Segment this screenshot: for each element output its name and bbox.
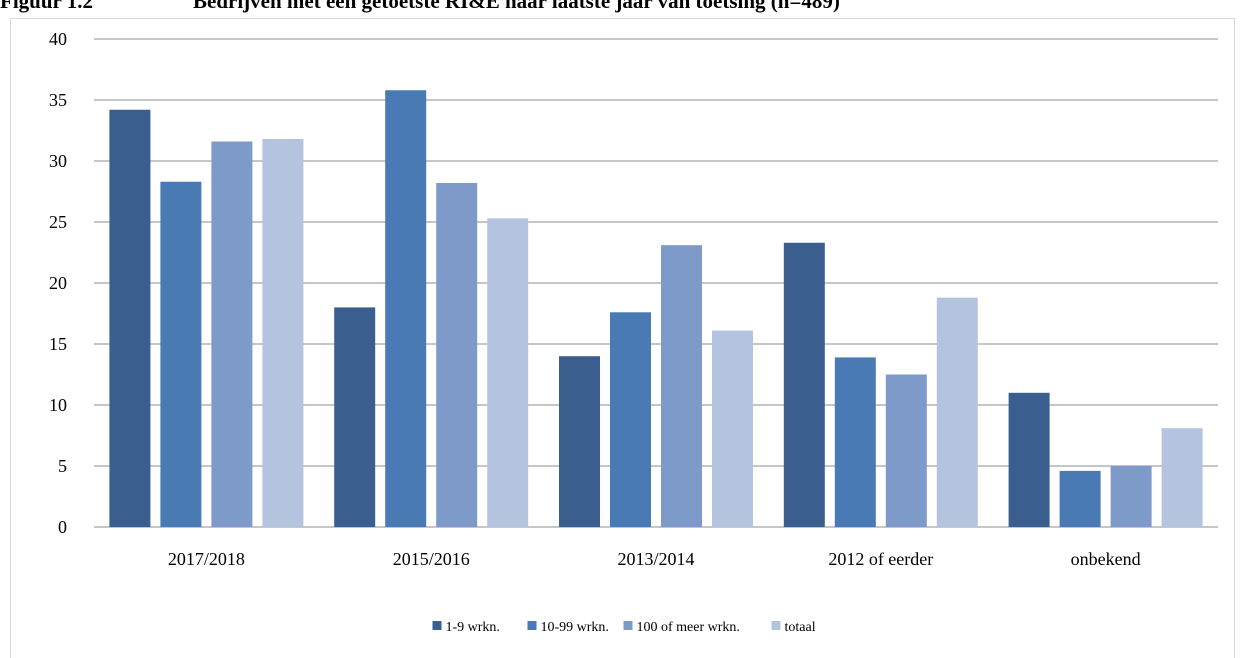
y-tick-label: 15 xyxy=(49,334,67,354)
legend-swatch xyxy=(623,621,633,630)
y-tick-label: 30 xyxy=(49,151,67,171)
bar xyxy=(385,90,427,528)
bar xyxy=(783,242,825,528)
legend-swatch xyxy=(771,621,781,630)
bar xyxy=(1059,470,1101,527)
y-tick-label: 10 xyxy=(49,395,67,415)
legend-entry-label: 10-99 wrkn. xyxy=(541,620,609,635)
x-category-label: 2017/2018 xyxy=(168,549,245,569)
x-axis-categories: 2017/2018 2015/2016 2013/2014 2012 of eerde… xyxy=(168,549,1141,569)
y-axis-ticks: 0 5 10 15 20 25 30 35 40 xyxy=(49,29,67,537)
x-category-label: 2012 of eerder xyxy=(828,549,933,569)
x-category-label: 2013/2014 xyxy=(617,549,694,569)
y-tick-label: 20 xyxy=(49,273,67,293)
bar xyxy=(160,181,202,528)
bar xyxy=(109,109,151,527)
bar xyxy=(661,245,702,527)
bar xyxy=(1110,466,1152,527)
bar xyxy=(1161,428,1203,527)
legend-swatch xyxy=(432,621,442,630)
y-tick-label: 5 xyxy=(58,456,67,476)
legend-entry-label: 1-9 wrkn. xyxy=(446,620,500,635)
legend-swatch xyxy=(527,621,537,630)
figure-title: Bedrijven met een getoetste RI&E naar la… xyxy=(193,0,840,13)
chart-frame xyxy=(10,18,1235,658)
bar xyxy=(610,312,651,527)
y-tick-label: 25 xyxy=(49,212,67,232)
figure-label: Figuur 1.2 xyxy=(0,0,93,13)
y-tick-label: 0 xyxy=(58,517,67,537)
legend: 1-9 wrkn. 10-99 wrkn. 100 of meer wrkn. tot… xyxy=(432,620,816,635)
bar xyxy=(885,374,927,527)
legend-entry-label: 100 of meer wrkn. xyxy=(637,620,740,635)
bar xyxy=(211,141,253,528)
legend-entry-label: totaal xyxy=(785,620,816,635)
bar xyxy=(834,357,876,527)
bar xyxy=(1008,392,1050,527)
y-tick-label: 35 xyxy=(49,90,67,110)
figure-caption: Figuur 1.2 Bedrijven met een getoetste RI… xyxy=(0,0,840,14)
bar xyxy=(936,297,978,527)
x-category-label: onbekend xyxy=(1071,549,1141,569)
x-category-label: 2015/2016 xyxy=(393,549,470,569)
y-tick-label: 40 xyxy=(49,29,67,49)
bar xyxy=(559,356,600,527)
bar xyxy=(334,307,376,527)
bars xyxy=(109,90,1203,528)
bar xyxy=(712,330,753,527)
bar xyxy=(262,139,304,528)
bar xyxy=(436,182,478,527)
bar xyxy=(487,218,529,527)
